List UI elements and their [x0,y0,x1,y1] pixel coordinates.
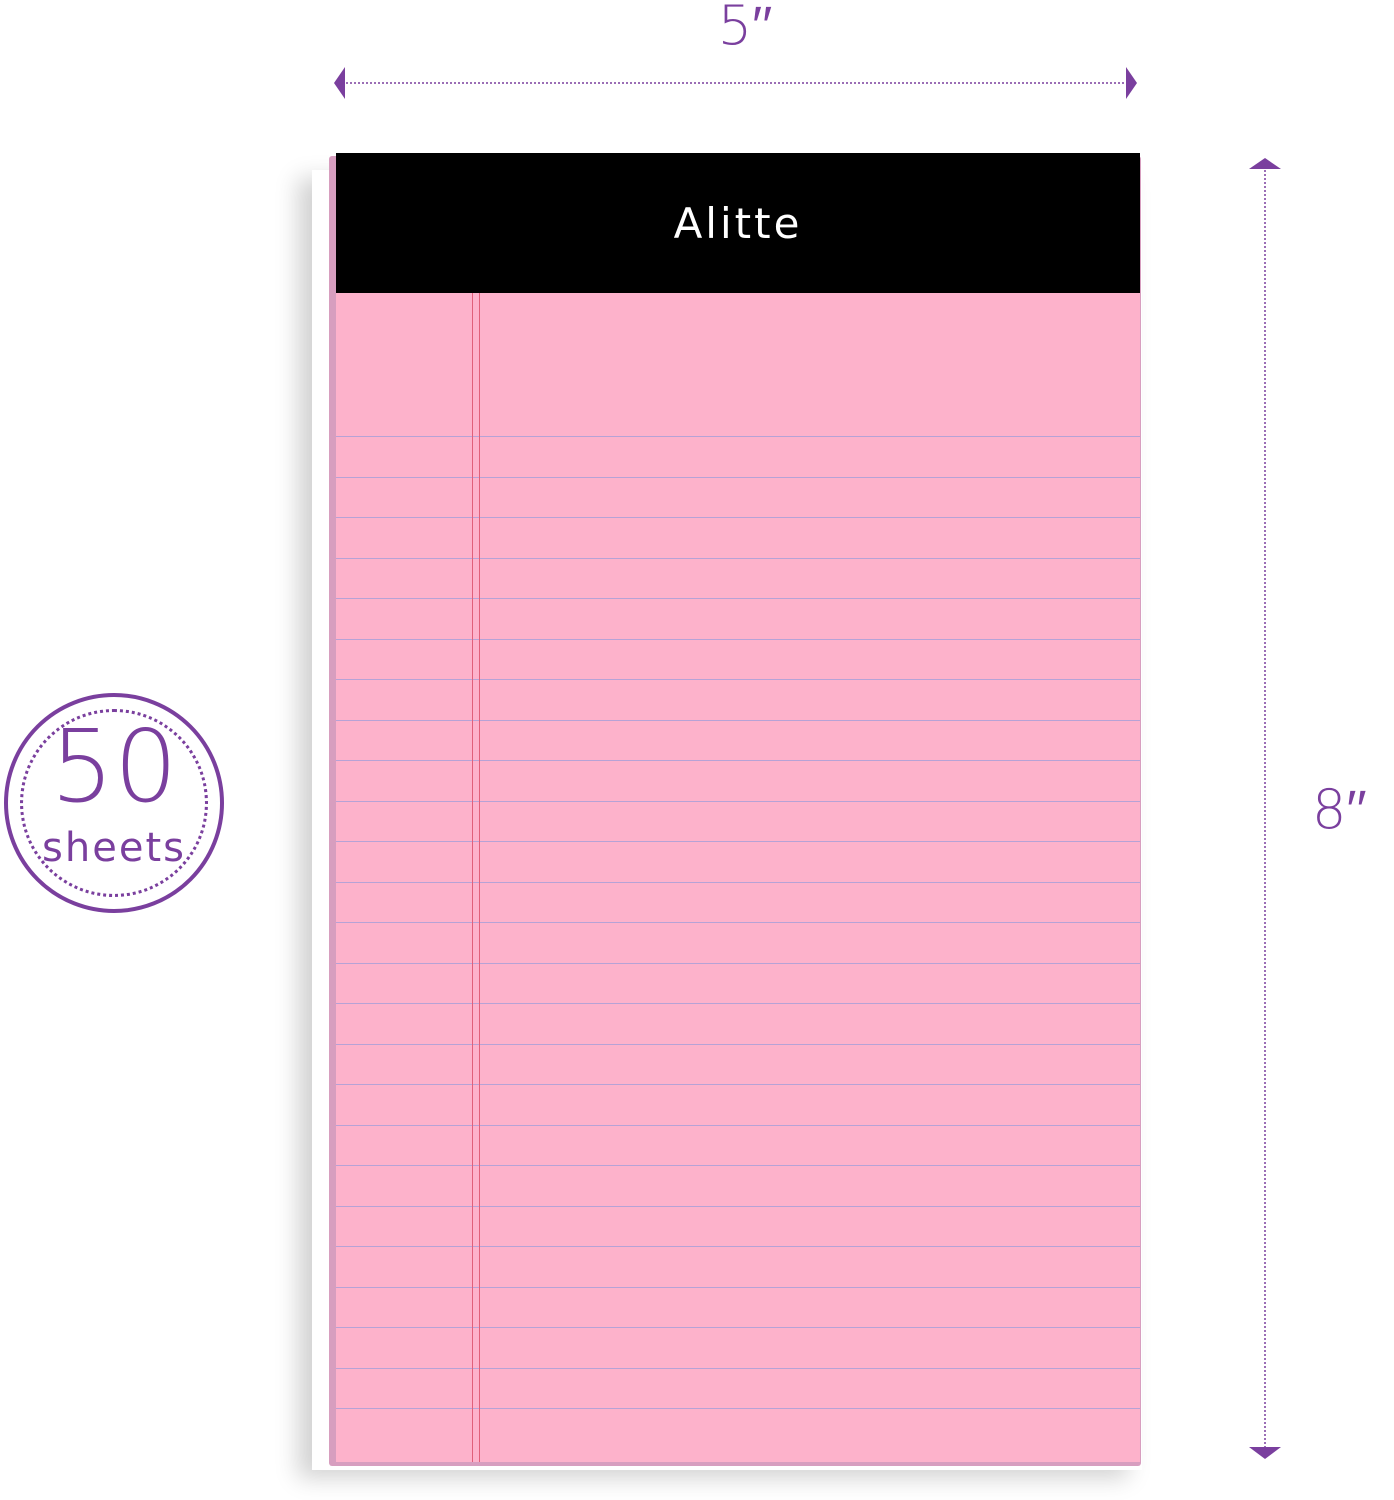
ruled-line [336,962,1140,964]
ruled-line [336,881,1140,883]
ruled-line [336,841,1140,842]
ruled-line [336,1165,1140,1166]
ruled-line [336,1246,1140,1247]
badge-dotted-ring [20,709,208,897]
height-dimension-label: 8′′ [1312,778,1367,841]
ruled-line [336,1286,1140,1288]
margin-line [479,293,480,1462]
margin-line [472,293,473,1462]
ruled-line [336,517,1140,518]
legal-notepad: Alitte [336,153,1140,1462]
ruled-line [336,1205,1140,1207]
ruled-line [336,1084,1140,1085]
ruled-line [336,800,1140,802]
ruled-line [336,1327,1140,1328]
ruled-line [336,638,1140,640]
sheet-count-badge: 50 sheets [4,693,224,913]
width-dimension-label: 5′′ [717,0,773,57]
brand-logo: Alitte [673,199,803,248]
ruled-line [336,719,1140,721]
width-arrow [334,67,1137,99]
height-arrow [1249,158,1281,1459]
sheet-unit: sheets [42,825,186,871]
ruled-line [336,922,1140,923]
ruled-line [336,1408,1140,1409]
ruled-line [336,1124,1140,1126]
ruled-line [336,1003,1140,1004]
ruled-line [336,760,1140,761]
ruled-line [336,679,1140,680]
ruled-line [336,476,1140,478]
ruled-line [336,1043,1140,1045]
ruled-line [336,598,1140,599]
sheet-count: 50 [50,708,178,825]
ruled-line [336,557,1140,559]
pad-header: Alitte [336,153,1140,293]
ruled-line [336,1367,1140,1369]
ruled-line [336,436,1140,437]
